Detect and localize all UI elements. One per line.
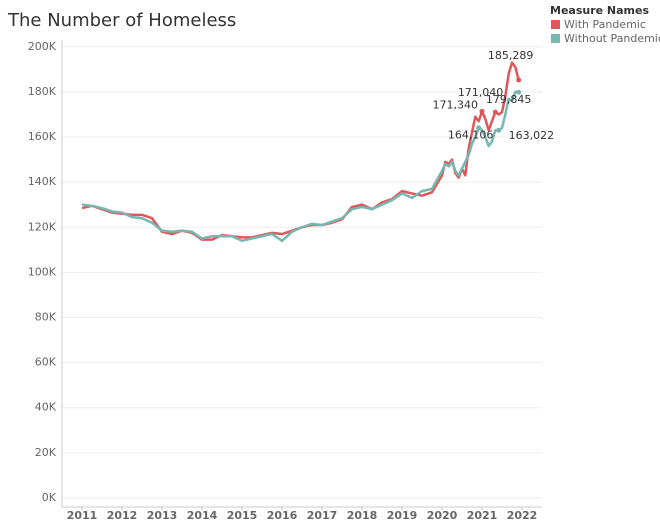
labeled-point xyxy=(476,125,482,131)
y-tick-label: 60K xyxy=(35,356,57,369)
y-tick-label: 0K xyxy=(42,491,57,504)
legend-title: Measure Names xyxy=(550,4,649,17)
y-tick-label: 120K xyxy=(28,220,57,233)
x-tick-label: 2013 xyxy=(147,509,178,522)
y-tick-label: 160K xyxy=(28,130,57,143)
series-line xyxy=(81,61,520,241)
x-tick-label: 2016 xyxy=(267,509,298,522)
y-tick-label: 40K xyxy=(35,401,57,414)
x-tick-label: 2012 xyxy=(107,509,138,522)
y-tick-label: 140K xyxy=(28,175,57,188)
y-tick-label: 80K xyxy=(35,310,57,323)
y-tick-label: 20K xyxy=(35,446,57,459)
legend-label: With Pandemic xyxy=(564,18,646,31)
y-tick-label: 100K xyxy=(28,265,57,278)
labeled-point xyxy=(492,109,498,115)
value-label: 185,289 xyxy=(488,49,534,62)
x-tick-label: 2019 xyxy=(387,509,418,522)
labeled-point xyxy=(479,108,485,114)
value-label: 163,022 xyxy=(509,129,555,142)
value-label: 171,340 xyxy=(433,98,479,111)
legend-swatch xyxy=(551,34,560,43)
labeled-point xyxy=(516,77,522,83)
legend-swatch xyxy=(551,20,560,29)
legend-label: Without Pandemic xyxy=(564,32,660,45)
chart-title: The Number of Homeless xyxy=(7,10,236,31)
value-label: 171,040 xyxy=(458,86,504,99)
x-tick-label: 2018 xyxy=(347,509,378,522)
y-tick-label: 180K xyxy=(28,85,57,98)
x-tick-label: 2017 xyxy=(307,509,338,522)
x-tick-label: 2022 xyxy=(507,509,538,522)
value-label: 164,106 xyxy=(448,129,494,142)
x-tick-label: 2014 xyxy=(187,509,218,522)
x-tick-label: 2015 xyxy=(227,509,258,522)
labeled-point xyxy=(496,127,502,133)
x-tick-label: 2011 xyxy=(67,509,98,522)
series-line xyxy=(81,90,519,243)
labeled-point xyxy=(516,89,522,95)
x-tick-label: 2020 xyxy=(427,509,458,522)
y-tick-label: 200K xyxy=(28,40,57,53)
value-label: 179,845 xyxy=(486,93,532,106)
x-tick-label: 2021 xyxy=(467,509,498,522)
